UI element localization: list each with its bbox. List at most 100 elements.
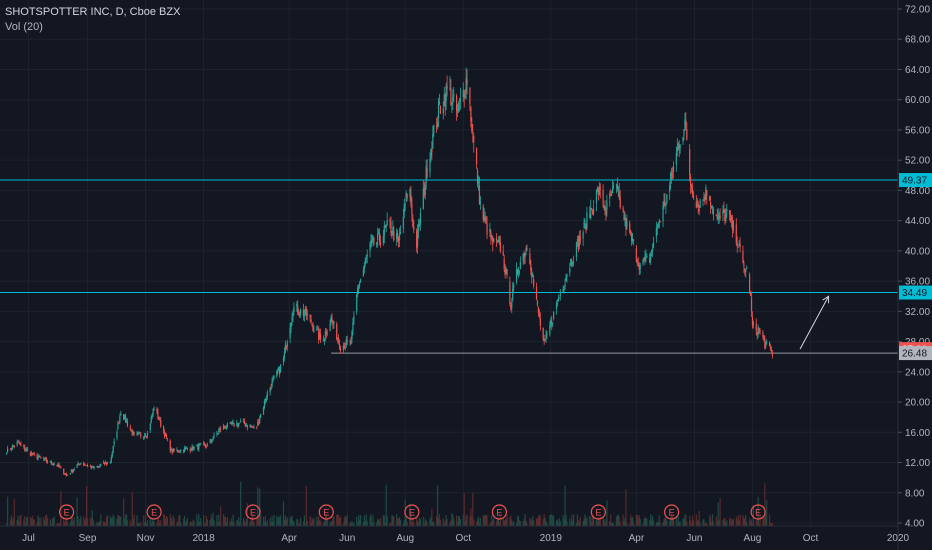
symbol-title[interactable]: SHOTSPOTTER INC, D, Cboe BZX bbox=[5, 6, 181, 18]
time-axis[interactable]: Jul Sep Nov 2018 Apr Jun Aug Oct 2019 Apr Jun Aug Oc… bbox=[0, 525, 910, 544]
candle-body bbox=[759, 330, 761, 332]
volume-bar bbox=[284, 515, 286, 526]
candle-body bbox=[158, 418, 160, 420]
candle-body bbox=[86, 465, 89, 467]
volume-bar bbox=[333, 516, 335, 526]
candle-body bbox=[591, 208, 593, 210]
candle-body bbox=[411, 204, 413, 214]
candle-body bbox=[331, 317, 333, 321]
candle-body bbox=[302, 309, 305, 317]
volume-bar bbox=[762, 517, 764, 526]
earnings-icon[interactable] bbox=[404, 504, 420, 520]
volume-bar bbox=[202, 515, 205, 526]
arrow-head[interactable] bbox=[822, 295, 830, 304]
candle-body bbox=[120, 413, 122, 416]
candle-body bbox=[446, 85, 448, 89]
volume-bar bbox=[316, 516, 318, 526]
candle-body bbox=[518, 270, 520, 272]
volume-bar bbox=[145, 523, 148, 526]
volume-bar bbox=[70, 517, 72, 526]
volume-bar bbox=[695, 514, 697, 526]
candle-body bbox=[719, 215, 721, 219]
drawing-arrow[interactable] bbox=[799, 295, 830, 350]
price-axis[interactable]: 72.00 68.00 64.00 60.00 56.00 52.00 48.00 44.00… bbox=[897, 0, 930, 550]
volume-bar bbox=[256, 519, 258, 526]
candle-body bbox=[129, 426, 131, 430]
volume-bar bbox=[357, 522, 359, 526]
earnings-icon[interactable] bbox=[663, 504, 680, 520]
volume-bar bbox=[105, 516, 108, 526]
volume-bar bbox=[11, 520, 13, 526]
volume-bar bbox=[243, 521, 246, 526]
volume-bar bbox=[258, 514, 260, 526]
earnings-icon[interactable] bbox=[750, 504, 766, 520]
candle-body bbox=[465, 78, 467, 93]
volume-bar bbox=[651, 515, 654, 526]
volume-bar bbox=[529, 517, 531, 526]
earnings-icon[interactable] bbox=[491, 504, 508, 520]
candle-body bbox=[671, 175, 674, 177]
candle-body bbox=[238, 423, 240, 426]
candle-body bbox=[263, 400, 266, 408]
volume-bar bbox=[137, 522, 139, 526]
volume-bar bbox=[493, 518, 495, 526]
candle-body bbox=[416, 230, 418, 249]
horizontal-lines[interactable] bbox=[0, 179, 898, 354]
candle-body bbox=[346, 339, 348, 342]
candle-body bbox=[549, 325, 551, 334]
price-label-34.49: 34.49 bbox=[902, 288, 927, 299]
earnings-icon[interactable] bbox=[245, 504, 261, 520]
volume-bar bbox=[176, 522, 178, 526]
x-tick-label: 2020 bbox=[887, 533, 910, 544]
volume-bar bbox=[373, 522, 375, 526]
candle-body bbox=[743, 263, 745, 267]
volume-bar bbox=[685, 515, 687, 526]
candle-body bbox=[373, 237, 375, 246]
candle-body bbox=[286, 342, 288, 347]
volume-bar bbox=[737, 515, 739, 526]
candle-body bbox=[109, 461, 111, 463]
volume-bar bbox=[405, 517, 407, 526]
volume-bar bbox=[666, 520, 668, 526]
candle-body bbox=[209, 439, 211, 443]
candle-body bbox=[686, 128, 688, 140]
candle-body bbox=[339, 344, 341, 348]
x-tick-label: 2018 bbox=[192, 533, 215, 544]
x-tick-label: Jun bbox=[339, 533, 355, 544]
volume-bar bbox=[506, 514, 508, 526]
candle-body bbox=[551, 321, 553, 325]
earnings-icon[interactable] bbox=[146, 504, 162, 520]
y-tick-label: 48.00 bbox=[905, 186, 930, 197]
volume-bar bbox=[264, 515, 267, 526]
earnings-icon[interactable] bbox=[58, 504, 75, 520]
candle-body bbox=[751, 316, 754, 326]
candle-body bbox=[76, 465, 78, 468]
volume-indicator-label[interactable]: Vol (20) bbox=[5, 21, 43, 33]
candle-body bbox=[489, 229, 491, 233]
earnings-icon[interactable] bbox=[590, 504, 606, 520]
earnings-icon[interactable] bbox=[318, 504, 334, 520]
volume-bar bbox=[618, 516, 620, 526]
volume-bar bbox=[10, 515, 13, 526]
volume-bar bbox=[99, 521, 101, 526]
volume-bar bbox=[544, 517, 546, 526]
volume-bar bbox=[555, 520, 558, 526]
volume-bar bbox=[577, 520, 579, 526]
volume-bar bbox=[171, 521, 173, 526]
candle-body bbox=[205, 445, 208, 447]
volume-bar bbox=[297, 519, 299, 526]
candle-body bbox=[304, 308, 306, 313]
volume-bar bbox=[473, 519, 475, 526]
price-label-49.37: 49.37 bbox=[902, 176, 927, 187]
candle-body bbox=[124, 415, 127, 422]
volume-bar bbox=[595, 519, 598, 526]
candle-body bbox=[117, 422, 119, 430]
arrow-line[interactable] bbox=[799, 295, 829, 350]
candle-body bbox=[132, 431, 134, 434]
candle-body bbox=[309, 314, 311, 318]
volume-bar bbox=[412, 518, 414, 526]
candle-body bbox=[689, 149, 691, 175]
candle-body bbox=[144, 435, 147, 437]
